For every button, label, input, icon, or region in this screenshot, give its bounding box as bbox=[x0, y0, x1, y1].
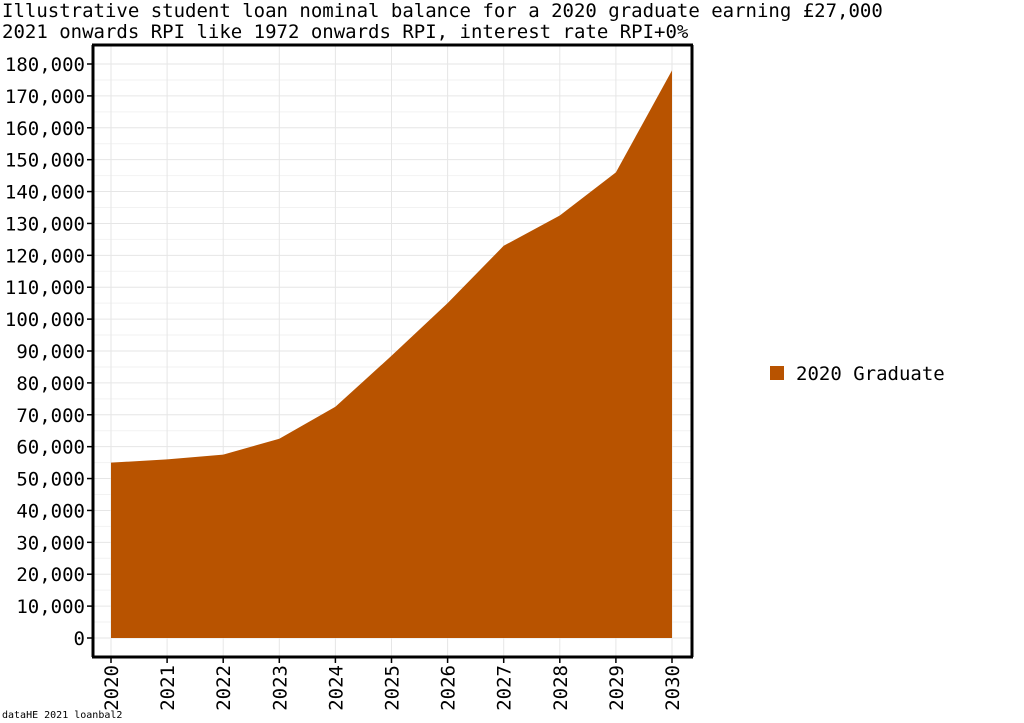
y-tick-label: 0 bbox=[74, 628, 85, 650]
x-tick-label: 2026 bbox=[438, 665, 460, 711]
y-tick-label: 150,000 bbox=[5, 150, 85, 172]
x-tick-label: 2028 bbox=[550, 665, 572, 711]
chart-footer: dataHE 2021 loanbal2 bbox=[2, 710, 123, 721]
y-tick-label: 60,000 bbox=[16, 437, 85, 459]
y-tick-label: 130,000 bbox=[5, 213, 85, 235]
y-tick-label: 120,000 bbox=[5, 245, 85, 267]
x-tick-label: 2022 bbox=[213, 665, 235, 711]
x-tick-label: 2030 bbox=[662, 665, 684, 711]
legend-swatch bbox=[770, 366, 784, 380]
y-tick-label: 90,000 bbox=[16, 341, 85, 363]
y-tick-label: 20,000 bbox=[16, 564, 85, 586]
y-tick-label: 170,000 bbox=[5, 86, 85, 108]
y-tick-label: 80,000 bbox=[16, 373, 85, 395]
x-tick-label: 2020 bbox=[101, 665, 123, 711]
chart-subtitle: 2021 onwards RPI like 1972 onwards RPI, … bbox=[2, 21, 689, 43]
y-tick-label: 30,000 bbox=[16, 532, 85, 554]
x-tick-label: 2023 bbox=[269, 665, 291, 711]
legend-label: 2020 Graduate bbox=[796, 363, 945, 385]
y-tick-label: 110,000 bbox=[5, 277, 85, 299]
y-tick-label: 160,000 bbox=[5, 118, 85, 140]
chart-title: Illustrative student loan nominal balanc… bbox=[2, 0, 883, 22]
y-tick-label: 140,000 bbox=[5, 182, 85, 204]
x-tick-label: 2021 bbox=[157, 665, 179, 711]
y-tick-label: 70,000 bbox=[16, 405, 85, 427]
y-tick-label: 100,000 bbox=[5, 309, 85, 331]
x-tick-label: 2025 bbox=[382, 665, 404, 711]
y-tick-label: 50,000 bbox=[16, 469, 85, 491]
y-tick-label: 10,000 bbox=[16, 596, 85, 618]
y-tick-label: 40,000 bbox=[16, 500, 85, 522]
x-tick-label: 2027 bbox=[494, 665, 516, 711]
y-tick-label: 180,000 bbox=[5, 54, 85, 76]
x-tick-label: 2029 bbox=[606, 665, 628, 711]
area-series-2020-graduate bbox=[111, 70, 672, 638]
x-tick-label: 2024 bbox=[325, 665, 347, 711]
